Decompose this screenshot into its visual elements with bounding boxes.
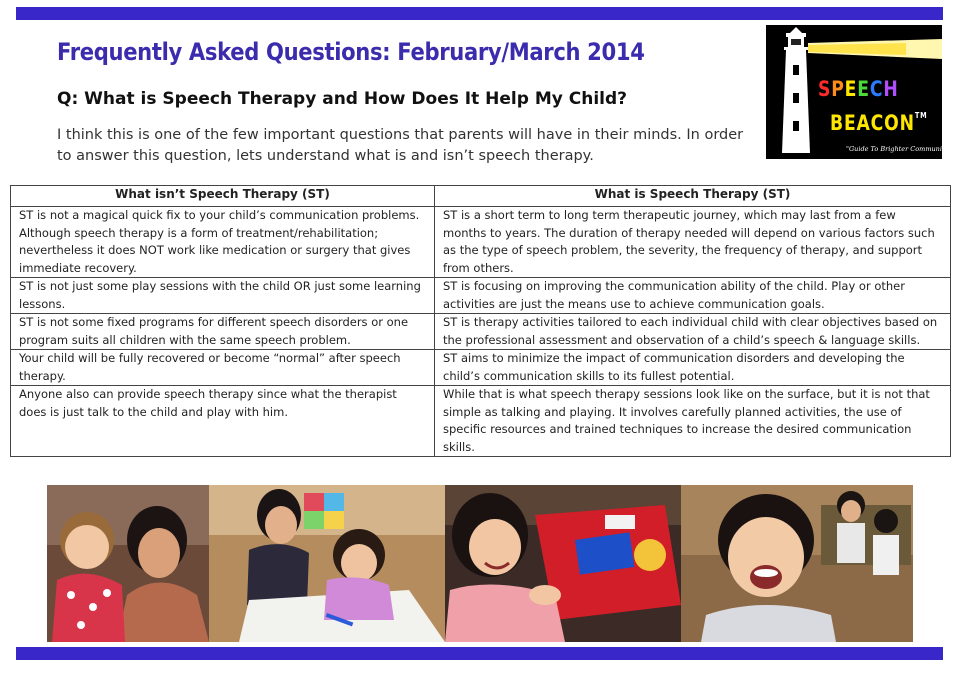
intro-paragraph: I think this is one of the few important…	[57, 127, 744, 164]
question-heading: Q: What is Speech Therapy and How Does I…	[57, 89, 627, 109]
logo-letter: E	[844, 77, 858, 101]
page-title: Frequently Asked Questions: February/Mar…	[57, 38, 645, 66]
photo-laughing-boy	[681, 485, 913, 642]
table-header-row: What isn’t Speech Therapy (ST) What is S…	[10, 185, 951, 207]
table-cell: ST is a short term to long term therapeu…	[434, 206, 951, 278]
column-header-isnt: What isn’t Speech Therapy (ST)	[10, 185, 435, 207]
table-cell: Anyone also can provide speech therapy s…	[10, 385, 435, 457]
table-cell: ST is not some fixed programs for differ…	[10, 313, 435, 350]
table-cell: ST aims to minimize the impact of commun…	[434, 349, 951, 386]
table-row: ST is not a magical quick fix to your ch…	[10, 206, 951, 278]
table-cell: ST is not just some play sessions with t…	[10, 277, 435, 314]
table-cell: ST is focusing on improving the communic…	[434, 277, 951, 314]
table-row: Your child will be fully recovered or be…	[10, 349, 951, 386]
photo-strip	[47, 485, 913, 642]
table-cell: ST is therapy activities tailored to eac…	[434, 313, 951, 350]
faq-table: What isn’t Speech Therapy (ST) What is S…	[10, 185, 951, 457]
table-cell: While that is what speech therapy sessio…	[434, 385, 951, 457]
logo-letter: H	[883, 77, 899, 101]
logo-beacon-text: BEACON	[830, 111, 915, 135]
logo-letter: C	[869, 77, 884, 101]
table-row: ST is not just some play sessions with t…	[10, 277, 951, 314]
table-cell: ST is not a magical quick fix to your ch…	[10, 206, 435, 278]
table-row: ST is not some fixed programs for differ…	[10, 313, 951, 350]
logo-letter: S	[818, 77, 832, 101]
bottom-accent-bar	[16, 647, 943, 660]
photo-mother-and-child	[47, 485, 209, 642]
trademark-mark: TM	[914, 111, 928, 120]
table-row: Anyone also can provide speech therapy s…	[10, 385, 951, 457]
photo-girl-drawing	[209, 485, 445, 642]
speech-beacon-logo: SPEECH BEACONTM "Guide To Brighter Commu…	[766, 25, 942, 159]
logo-word-speech: SPEECH	[818, 77, 899, 101]
lighthouse-icon	[782, 27, 942, 153]
table-cell: Your child will be fully recovered or be…	[10, 349, 435, 386]
logo-tagline: "Guide To Brighter Communication"	[846, 145, 942, 153]
logo-letter: E	[857, 77, 870, 101]
logo-letter: P	[831, 77, 845, 101]
column-header-is: What is Speech Therapy (ST)	[434, 185, 951, 207]
logo-word-beacon: BEACONTM	[830, 111, 927, 135]
top-accent-bar	[16, 7, 943, 20]
photo-girl-with-toy	[445, 485, 681, 642]
